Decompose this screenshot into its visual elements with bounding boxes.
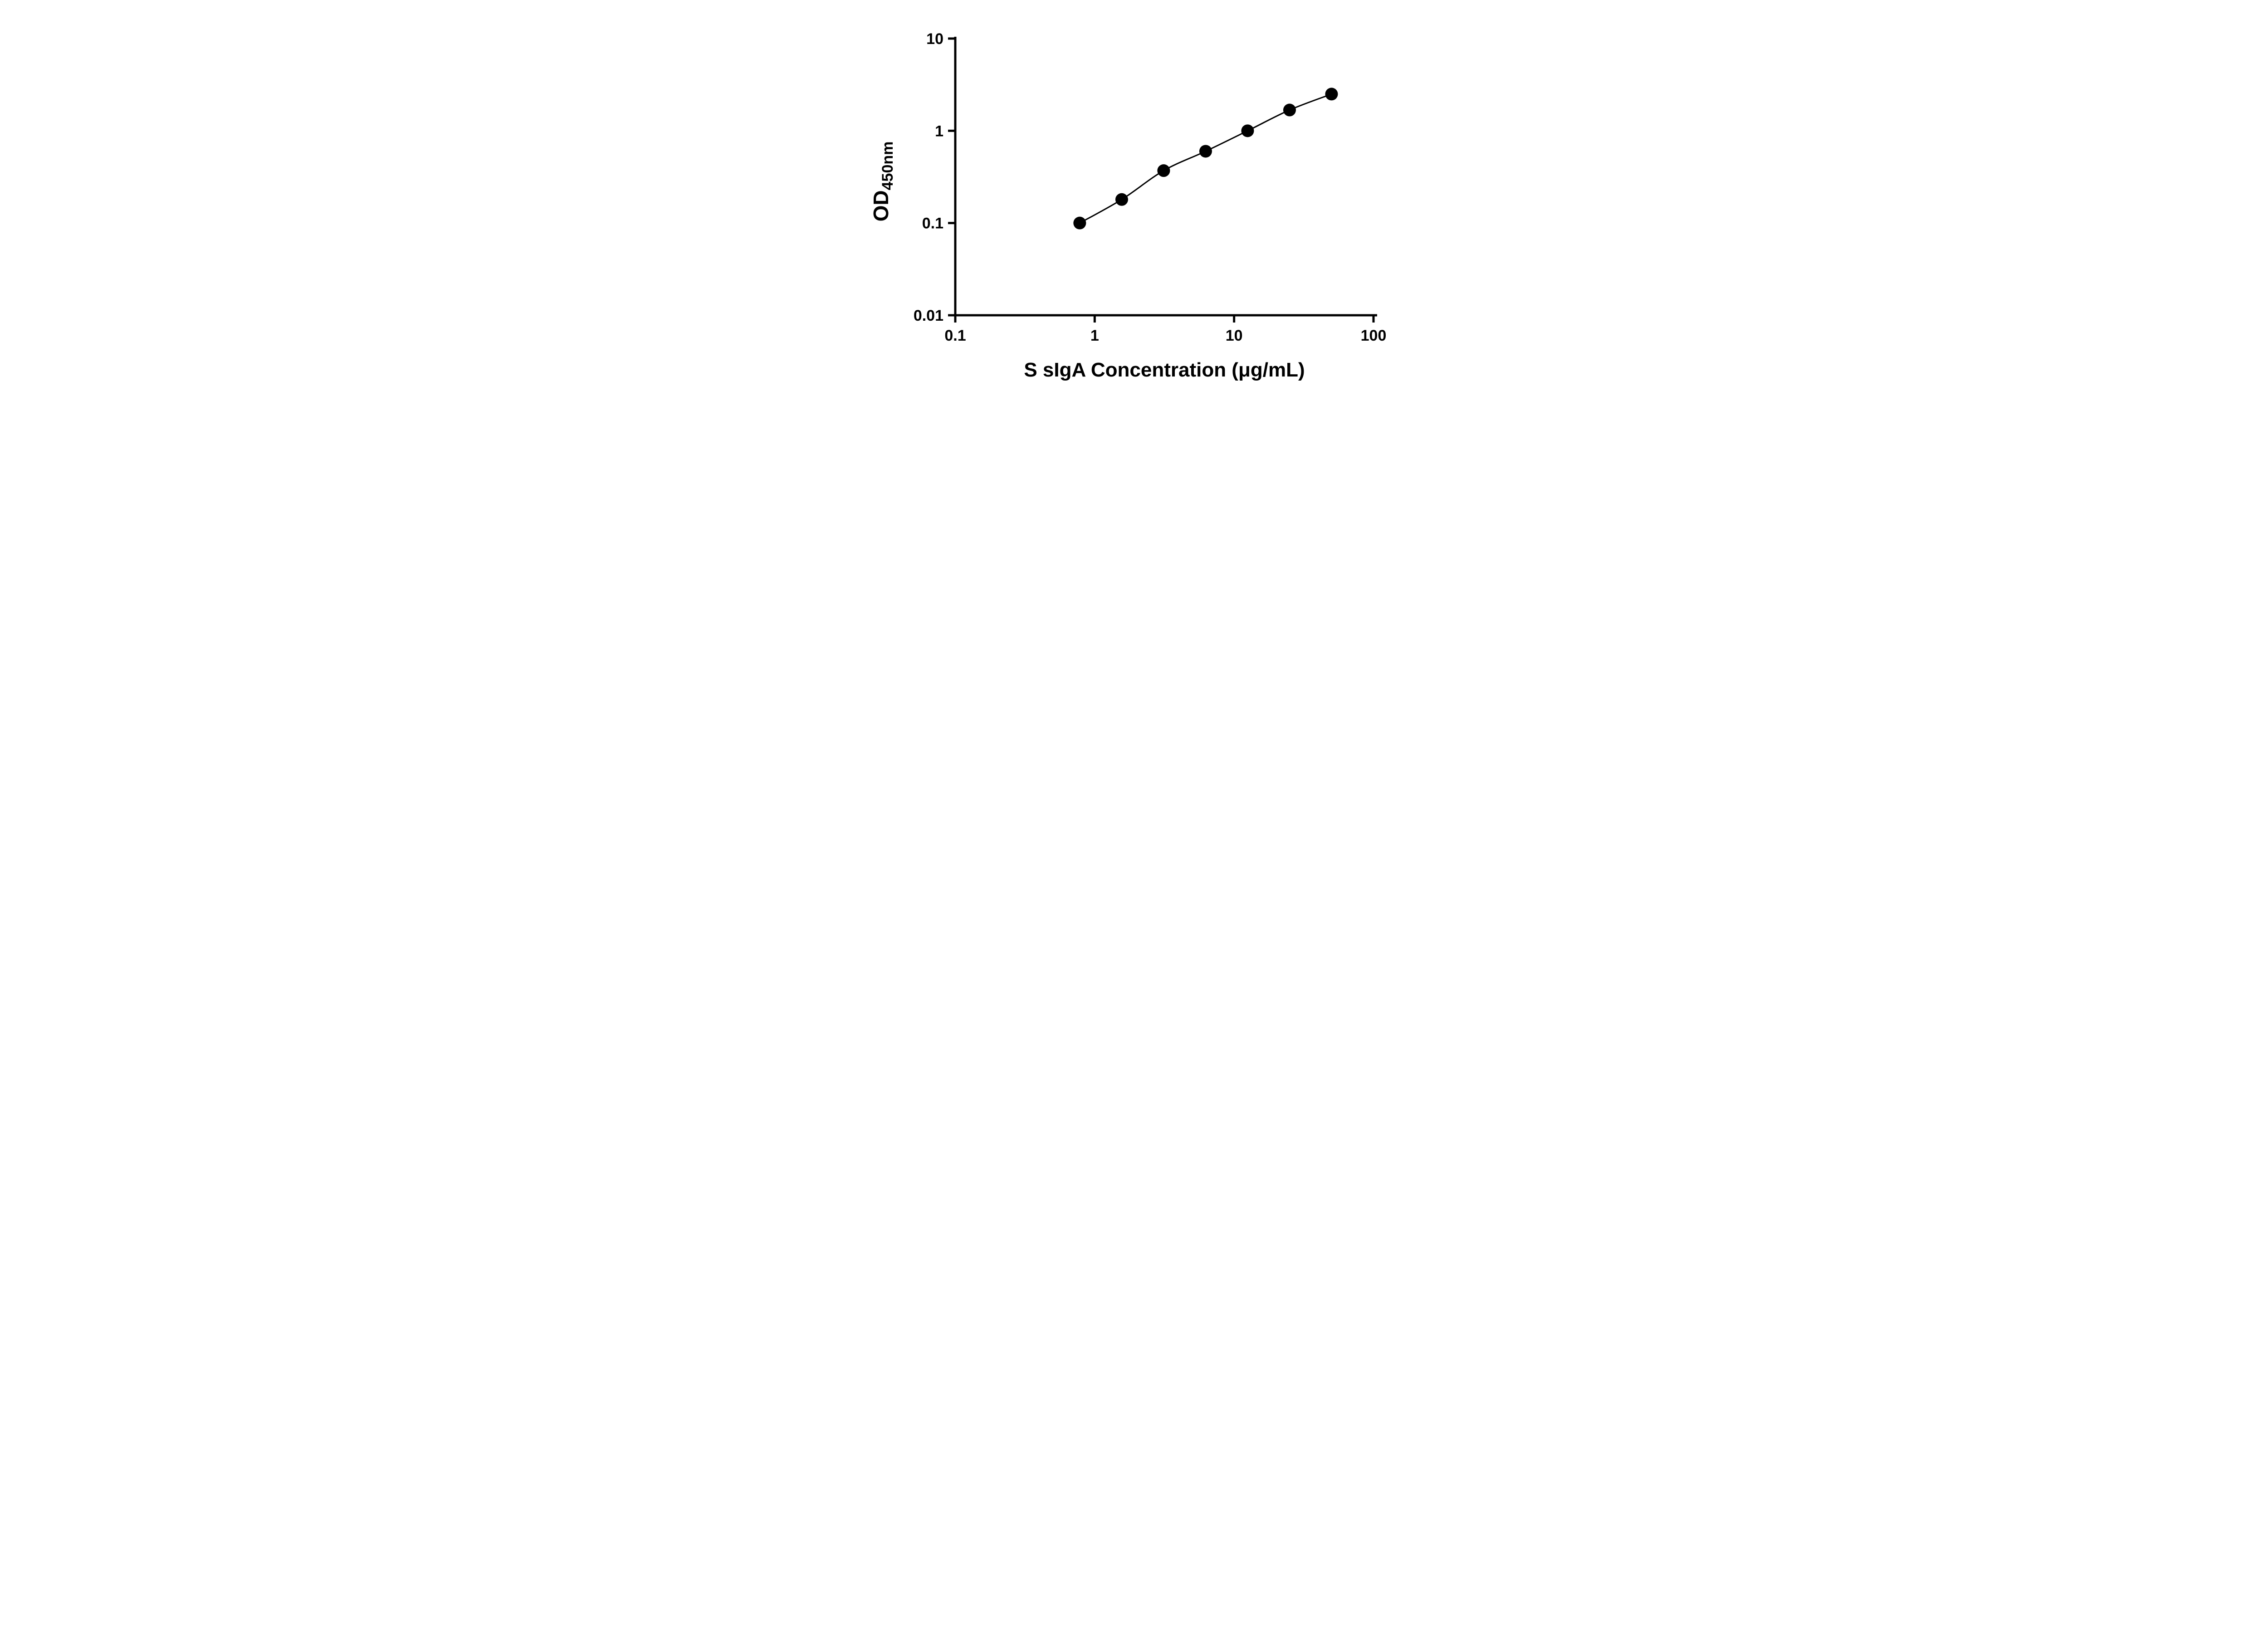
y-tick-label: 10 [926,30,943,48]
x-tick-label: 100 [1360,327,1386,344]
data-point-marker [1325,88,1338,101]
data-point-marker [1115,193,1128,206]
data-point-marker [1199,145,1212,158]
data-point-marker [1241,124,1254,137]
x-tick-label: 10 [1225,327,1242,344]
y-tick-label: 0.01 [913,307,943,324]
y-tick-label: 1 [935,122,943,140]
y-axis-title-main: OD [869,190,893,221]
elisa-standard-curve-figure: 0.1 1 10 100 0.01 0.1 1 10 OD450nm S sIgA Conce… [842,0,1426,408]
x-tick-label: 1 [1090,327,1099,344]
y-axis-title-sub: 450nm [879,142,896,191]
y-tick-label: 0.1 [922,215,943,232]
data-point-marker [1157,164,1170,177]
data-point-marker [1073,216,1086,230]
data-point-marker [1283,103,1296,117]
x-tick-label: 0.1 [944,327,966,344]
x-axis-title: S sIgA Concentration (μg/mL) [1024,359,1305,381]
y-axis-title: OD450nm [869,142,896,222]
